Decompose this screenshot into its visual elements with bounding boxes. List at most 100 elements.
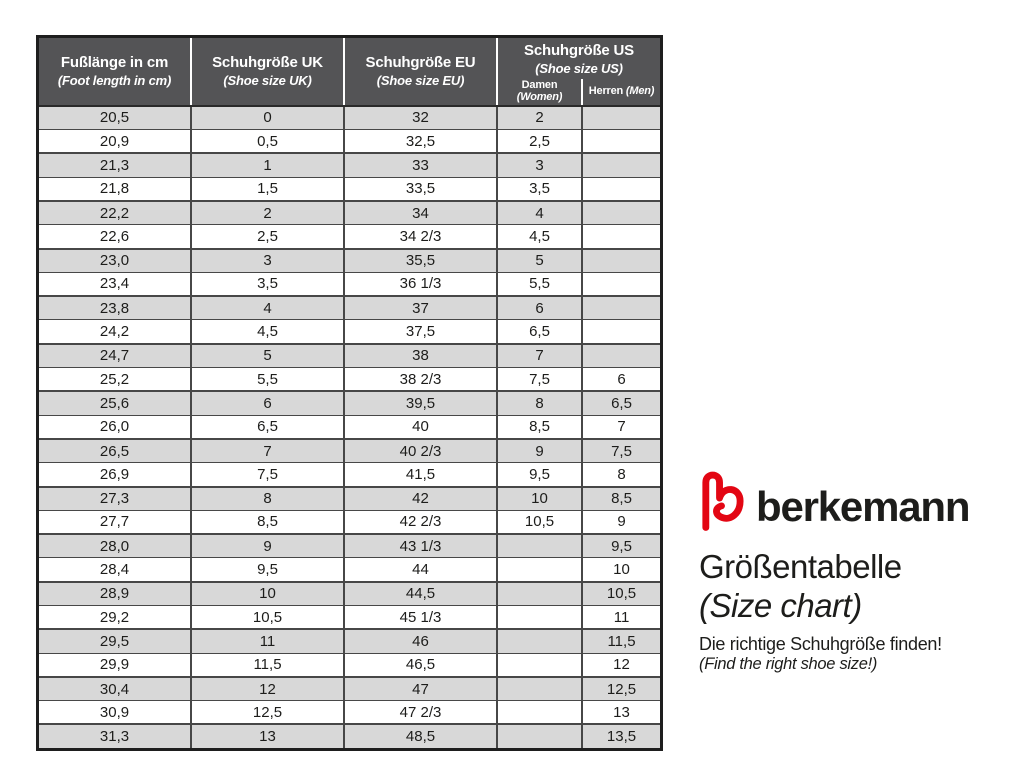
cell-size-us-women: 5,5 — [496, 271, 582, 297]
table-row: 30,9 12,5 47 2/3 13 — [39, 700, 661, 725]
cell-size-us-women — [496, 580, 582, 606]
cell-foot-length: 31,3 — [39, 723, 191, 749]
cell-size-us-women: 6,5 — [496, 319, 582, 344]
cell-foot-length: 29,9 — [39, 652, 191, 677]
header-foot-length-de: Fußlänge in cm — [60, 54, 169, 71]
header-size-us-de: Schuhgröße US — [524, 42, 634, 59]
cell-size-eu: 40 2/3 — [343, 437, 497, 463]
cell-size-us-women: 8 — [496, 390, 582, 416]
cell-size-eu: 37 — [343, 295, 497, 320]
cell-size-uk: 1 — [190, 152, 344, 178]
cell-foot-length: 21,3 — [39, 152, 191, 178]
table-row: 28,0 9 43 1/3 9,5 — [39, 533, 661, 558]
cell-size-us-men: 10,5 — [580, 580, 661, 606]
cell-foot-length: 27,7 — [39, 509, 191, 535]
cell-size-us-women: 4 — [496, 199, 582, 225]
cell-size-uk: 0,5 — [190, 129, 344, 154]
cell-foot-length: 20,9 — [39, 129, 191, 154]
cell-foot-length: 25,6 — [39, 390, 191, 416]
cell-size-us-men: 13,5 — [580, 723, 661, 749]
table-row: 23,0 3 35,5 5 — [39, 247, 661, 273]
cell-size-eu: 32 — [343, 105, 497, 130]
cell-size-us-men: 11,5 — [580, 628, 661, 654]
cell-size-eu: 46,5 — [343, 652, 497, 677]
cell-size-us-women — [496, 604, 582, 630]
cell-foot-length: 26,0 — [39, 414, 191, 439]
table-row: 22,2 2 34 4 — [39, 199, 661, 225]
brand-logo-row: berkemann — [697, 468, 970, 532]
cell-size-uk: 0 — [190, 105, 344, 130]
cell-foot-length: 24,2 — [39, 319, 191, 344]
table-row: 28,4 9,5 44 10 — [39, 557, 661, 582]
cell-size-uk: 3,5 — [190, 271, 344, 297]
cell-size-eu: 41,5 — [343, 462, 497, 487]
cell-size-uk: 9 — [190, 533, 344, 558]
brand-name: berkemann — [756, 483, 970, 530]
cell-size-us-men: 12,5 — [580, 675, 661, 701]
cell-size-uk: 1,5 — [190, 176, 344, 201]
size-chart-table-container: Fußlänge in cm (Foot length in cm) Schuh… — [36, 35, 663, 752]
table-row: 26,9 7,5 41,5 9,5 8 — [39, 462, 661, 487]
header-size-uk-de: Schuhgröße UK — [212, 54, 323, 71]
size-table-body: 20,5 0 32 2 20,9 0,5 32,5 2,5 21,3 1 33 … — [39, 105, 661, 749]
header-us-women-de: Damen — [521, 78, 558, 91]
cell-size-uk: 2 — [190, 199, 344, 225]
cell-size-us-women: 9,5 — [496, 462, 582, 487]
cell-size-eu: 38 — [343, 342, 497, 368]
cell-size-us-women: 10,5 — [496, 509, 582, 535]
cell-size-eu: 43 1/3 — [343, 533, 497, 558]
cell-size-us-women: 3,5 — [496, 176, 582, 201]
cell-size-us-men — [580, 247, 661, 273]
cell-size-eu: 34 — [343, 199, 497, 225]
table-row: 24,2 4,5 37,5 6,5 — [39, 319, 661, 344]
cell-size-eu: 44,5 — [343, 580, 497, 606]
cell-size-us-women: 2 — [496, 105, 582, 130]
table-row: 24,7 5 38 7 — [39, 342, 661, 368]
table-row: 27,7 8,5 42 2/3 10,5 9 — [39, 509, 661, 535]
cell-size-us-women: 9 — [496, 437, 582, 463]
cell-foot-length: 28,4 — [39, 557, 191, 582]
table-row: 28,9 10 44,5 10,5 — [39, 580, 661, 606]
table-row: 31,3 13 48,5 13,5 — [39, 723, 661, 749]
cell-size-us-women — [496, 628, 582, 654]
cell-size-eu: 36 1/3 — [343, 271, 497, 297]
cell-size-uk: 8,5 — [190, 509, 344, 535]
table-row: 20,9 0,5 32,5 2,5 — [39, 129, 661, 154]
cell-size-uk: 11 — [190, 628, 344, 654]
cell-size-eu: 47 — [343, 675, 497, 701]
cell-size-us-women — [496, 533, 582, 558]
cell-size-us-women: 10 — [496, 485, 582, 511]
table-row: 21,3 1 33 3 — [39, 152, 661, 178]
cell-foot-length: 24,7 — [39, 342, 191, 368]
cell-size-us-men: 9,5 — [580, 533, 661, 558]
table-row: 29,5 11 46 11,5 — [39, 628, 661, 654]
cell-size-uk: 5,5 — [190, 367, 344, 392]
cell-size-us-men — [580, 199, 661, 225]
header-size-us-en: (Shoe size US) — [535, 60, 623, 76]
cell-size-us-women: 4,5 — [496, 224, 582, 249]
table-row: 26,0 6,5 40 8,5 7 — [39, 414, 661, 439]
cell-size-uk: 8 — [190, 485, 344, 511]
cell-size-eu: 45 1/3 — [343, 604, 497, 630]
cell-foot-length: 20,5 — [39, 105, 191, 130]
cell-size-us-men: 6 — [580, 367, 661, 392]
cell-size-us-women — [496, 652, 582, 677]
cell-size-us-women — [496, 700, 582, 725]
header-size-eu-en: (Shoe size EU) — [376, 72, 465, 88]
header-size-eu: Schuhgröße EU (Shoe size EU) — [343, 38, 497, 107]
cell-size-uk: 4 — [190, 295, 344, 320]
cell-size-us-men — [580, 152, 661, 178]
cell-size-us-men — [580, 271, 661, 297]
table-row: 21,8 1,5 33,5 3,5 — [39, 176, 661, 201]
cell-size-eu: 37,5 — [343, 319, 497, 344]
table-row: 29,9 11,5 46,5 12 — [39, 652, 661, 677]
table-row: 23,4 3,5 36 1/3 5,5 — [39, 271, 661, 297]
cell-size-us-women: 7 — [496, 342, 582, 368]
cell-size-eu: 33,5 — [343, 176, 497, 201]
cell-size-us-men: 12 — [580, 652, 661, 677]
cell-size-uk: 6 — [190, 390, 344, 416]
cell-size-us-men: 11 — [580, 604, 661, 630]
cell-size-uk: 7 — [190, 437, 344, 463]
page-title-en: (Size chart) — [699, 587, 862, 624]
cell-size-us-men: 8 — [580, 462, 661, 487]
